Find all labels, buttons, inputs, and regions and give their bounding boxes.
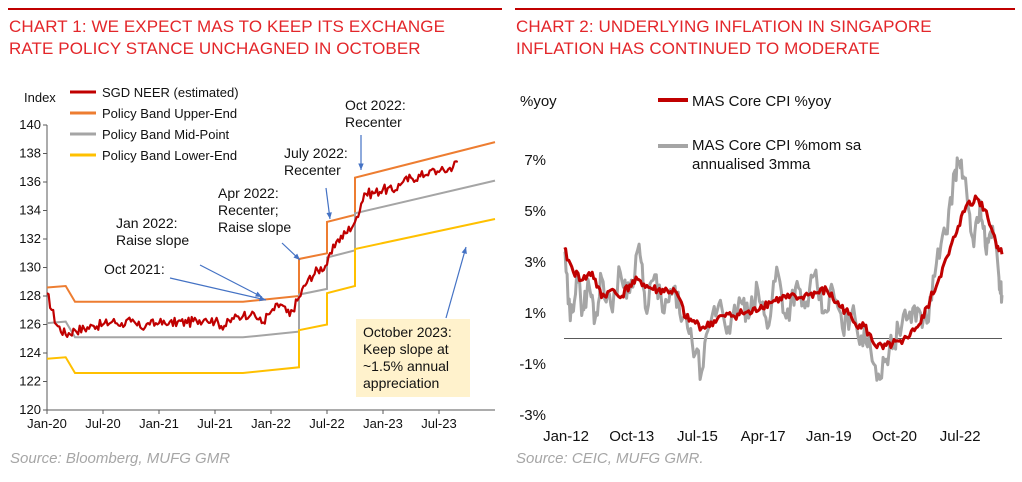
chart1-title: CHART 1: WE EXPECT MAS TO KEEP ITS EXCHA… <box>9 16 445 60</box>
chart2-plot: %yoy -3% -1% 1% 3% 5% 7% Jan-12 Oct-13 Jul-15 Apr-… <box>519 93 1004 445</box>
chart2-y-tick-label: -3% <box>519 407 546 424</box>
chart1-callout-box <box>356 319 470 397</box>
chart1-annotation-arrow <box>169 277 267 301</box>
chart1-annotation-text: Apr 2022: <box>218 185 279 201</box>
chart1-legend-label: Policy Band Lower-End <box>102 148 237 163</box>
chart1-plot: Index 120 122 124 126 128 130 132 134 136 138 140 Ja… <box>19 85 496 431</box>
chart1-x-tick-label: Jan-22 <box>251 416 291 431</box>
chart1-series-lower-line <box>46 218 496 374</box>
chart1-annotation-arrowhead <box>259 295 266 302</box>
chart1-annotation-arrowhead <box>293 253 300 260</box>
chart2-series-mom-line <box>563 156 1004 382</box>
chart2-y-tick-label: 1% <box>524 305 546 322</box>
chart2-source: Source: CEIC, MUFG GMR. <box>516 450 704 467</box>
chart1-x-tick-label: Jan-23 <box>363 416 403 431</box>
chart2-y-axis-label: %yoy <box>520 93 557 110</box>
chart2-y-tick-label: 7% <box>524 152 546 169</box>
chart2-y-tick-label: -1% <box>519 356 546 373</box>
chart1-series-mid-line <box>46 179 496 339</box>
chart2-title: CHART 2: UNDERLYING INFLATION IN SINGAPO… <box>516 16 932 60</box>
chart2-title-line1: CHART 2: UNDERLYING INFLATION IN SINGAPO… <box>516 17 932 36</box>
chart1-annotation-arrow <box>445 246 467 319</box>
chart1-title-line1: CHART 1: WE EXPECT MAS TO KEEP ITS EXCHA… <box>9 17 446 36</box>
chart1-y-tick-label: 140 <box>19 117 41 132</box>
chart1-x-tick-label: Jul-20 <box>85 416 120 431</box>
chart1-annotation-arrowhead <box>461 247 467 254</box>
chart2-y-tick-label: 5% <box>524 203 546 220</box>
chart2-legend-label: annualised 3mma <box>692 156 811 173</box>
chart1-annotation-text: Jan 2022: <box>116 215 178 231</box>
chart1-y-tick-label: 138 <box>19 146 41 161</box>
chart1-y-axis-label: Index <box>24 90 56 105</box>
chart1-y-tick-label: 132 <box>19 231 41 246</box>
chart2-x-tick-label: Jan-12 <box>543 428 589 445</box>
chart1-y-tick-label: 128 <box>19 288 41 303</box>
chart1-annotation-text: Oct 2021: <box>104 261 165 277</box>
chart1-annotation-text: Raise slope <box>218 219 291 235</box>
chart1-annotation-text: Recenter; <box>218 202 279 218</box>
chart1-series-upper-line <box>46 141 496 303</box>
chart1-annotation-arrowhead <box>358 163 364 170</box>
chart2-legend-label: MAS Core CPI %yoy <box>692 93 832 110</box>
chart1-y-tick-label: 122 <box>19 374 41 389</box>
chart2-series-yoy-line <box>563 194 1004 351</box>
chart1-annotation-arrowhead <box>255 291 262 297</box>
chart1-x-tick-label: Jul-22 <box>309 416 344 431</box>
chart1-annotation-text: Recenter <box>345 114 402 130</box>
chart1-annotation-text: ~1.5% annual <box>363 358 449 374</box>
chart2-title-line2: INFLATION HAS CONTINUED TO MODERATE <box>516 39 880 58</box>
chart2-title-rule <box>515 8 1015 10</box>
chart1-legend-label: Policy Band Mid-Point <box>102 127 230 142</box>
chart1-legend-label: Policy Band Upper-End <box>102 106 237 121</box>
chart1-annotation-text: October 2023: <box>363 324 452 340</box>
chart1-y-tick-label: 126 <box>19 317 41 332</box>
chart1-x-tick-label: Jul-23 <box>421 416 456 431</box>
chart1-annotation-text: Oct 2022: <box>345 97 406 113</box>
chart1-x-tick-label: Jul-21 <box>197 416 232 431</box>
chart1-y-tick-label: 136 <box>19 174 41 189</box>
chart1-title-line2: RATE POLICY STANCE UNCHAGNED IN OCTOBER <box>9 39 421 58</box>
chart1-x-tick-label: Jan-20 <box>27 416 67 431</box>
chart2-y-tick-label: 3% <box>524 254 546 271</box>
chart1-annotation-text: Recenter <box>284 162 341 178</box>
chart1-y-tick-label: 124 <box>19 345 41 360</box>
chart1-annotation-text: Raise slope <box>116 232 189 248</box>
chart2-x-tick-label: Apr-17 <box>741 428 786 445</box>
chart1-y-tick-label: 134 <box>19 203 41 218</box>
chart1-series-neer-line <box>46 160 459 338</box>
chart1-annotation-text: July 2022: <box>284 145 348 161</box>
chart1-x-tick-label: Jan-21 <box>139 416 179 431</box>
chart2-legend-label: MAS Core CPI %mom sa <box>692 137 862 154</box>
chart1-annotation-arrow <box>199 264 263 298</box>
chart1-annotation-text: Keep slope at <box>363 341 449 357</box>
chart1-y-tick-label: 130 <box>19 260 41 275</box>
chart2-x-tick-label: Oct-13 <box>609 428 654 445</box>
chart2-x-tick-label: Jul-15 <box>677 428 718 445</box>
chart1-annotation-arrowhead <box>326 212 332 219</box>
chart1-annotation-text: appreciation <box>363 375 439 391</box>
chart2-x-tick-label: Jul-22 <box>940 428 981 445</box>
chart2-x-tick-label: Oct-20 <box>872 428 917 445</box>
chart1-legend-label: SGD NEER (estimated) <box>102 85 239 100</box>
chart1-y-tick-label: 120 <box>19 402 41 417</box>
chart1-source: Source: Bloomberg, MUFG GMR <box>10 450 231 467</box>
chart2-x-tick-label: Jan-19 <box>806 428 852 445</box>
chart1-title-rule <box>8 8 502 10</box>
